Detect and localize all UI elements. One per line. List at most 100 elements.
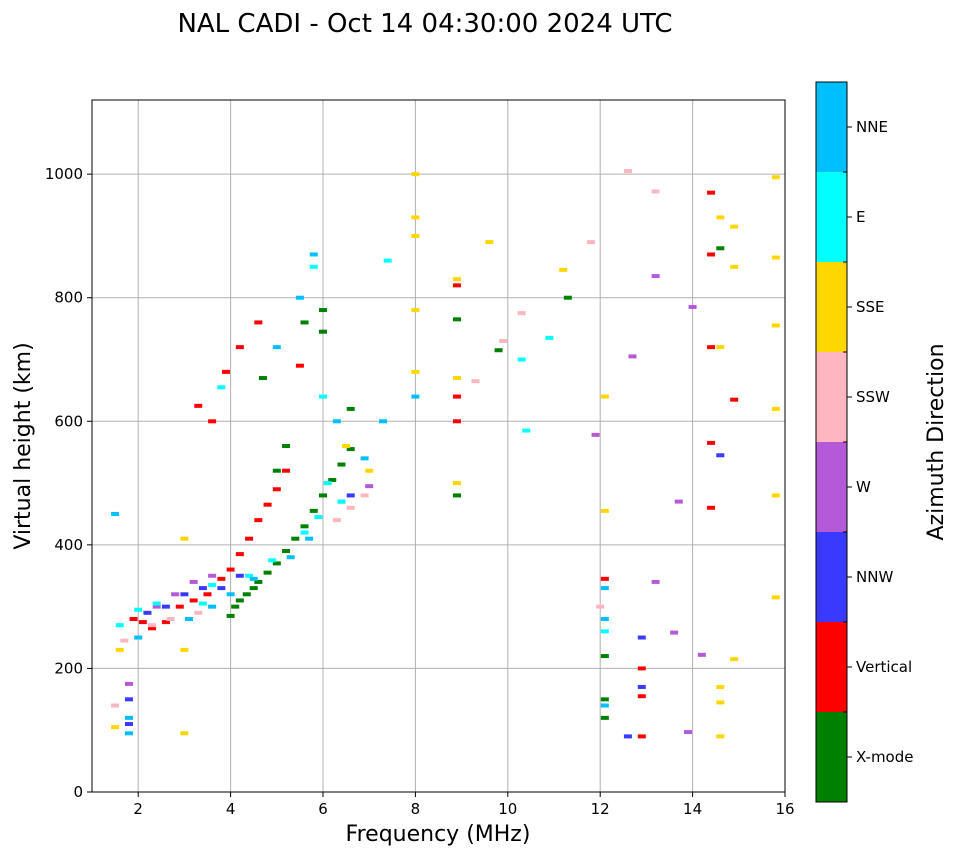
data-point [194,610,203,615]
data-point [143,610,152,615]
data-point [545,335,554,340]
colorbar-tick-label: E [856,208,865,226]
data-point [651,579,660,584]
data-point [249,586,258,591]
data-point [242,592,251,597]
grid [92,100,785,792]
data-point [235,573,244,578]
x-tick-label: 14 [683,800,702,818]
data-point [254,518,263,523]
data-point [452,493,461,498]
data-point [245,536,254,541]
data-point [346,447,355,452]
data-point [152,601,161,606]
x-axis-label: Frequency (MHz) [346,822,531,847]
data-point [185,617,194,621]
data-point [716,684,725,689]
chart-title: NAL CADI - Oct 14 04:30:00 2024 UTC [177,9,672,39]
data-point [180,647,189,652]
series-nne [111,252,609,736]
data-point [235,552,244,557]
x-tick-label: 4 [226,800,236,818]
data-point [231,604,240,609]
data-point [637,684,646,689]
data-point [295,295,304,300]
data-point [452,317,461,322]
data-point [319,329,327,334]
y-tick-label: 800 [54,289,83,307]
data-point [111,725,120,730]
data-point [499,338,508,343]
data-point [452,283,461,288]
data-point [600,508,609,513]
data-point [707,252,716,257]
x-tick-label: 6 [318,800,328,818]
data-point [637,635,646,640]
data-point [716,345,725,350]
data-point [637,694,646,699]
y-tick-label: 400 [54,536,83,554]
data-point [600,697,609,702]
data-point [628,354,637,359]
data-point [365,468,374,473]
colorbar-border [815,81,848,803]
data-point [282,549,291,554]
data-point [198,601,207,606]
data-point [346,493,355,498]
data-point [309,508,318,513]
x-tick-label: 12 [591,800,610,818]
data-point [203,592,212,597]
data-point [129,617,138,621]
data-point [688,304,697,309]
data-point [180,592,189,597]
series-vertical [129,190,739,739]
data-point [651,189,660,194]
colorbar-tick-label: NNW [856,568,893,586]
data-point [282,444,291,448]
data-point [716,700,725,705]
data-point [623,169,632,174]
data-point [452,376,461,381]
data-point [379,419,388,424]
data-point [707,440,716,445]
data-point [258,376,267,381]
data-point [208,583,217,588]
data-point [300,320,309,325]
colorbar-tick-label: NNE [856,118,888,136]
x-axis-ticks: 2 4 6 8 10 12 14 16 [133,792,795,818]
data-point [337,462,346,467]
y-tick-label: 200 [54,659,83,677]
data-point [309,264,318,269]
series-sse [111,172,780,739]
data-point [268,558,277,563]
data-point [286,555,295,560]
data-point [263,570,272,575]
data-point [411,308,420,313]
data-point [226,567,235,572]
colorbar-tick-label: SSW [856,388,890,406]
data-point [138,620,147,625]
data-point [226,592,235,597]
data-point [263,502,272,507]
data-point [319,308,327,313]
data-point [360,456,369,461]
data-point [771,595,780,600]
data-point [208,604,217,609]
y-tick-label: 600 [54,412,83,430]
data-point [319,493,327,498]
data-point [522,428,531,433]
data-point [198,586,207,591]
data-point [771,323,780,328]
data-point [124,697,133,702]
data-point [282,468,291,473]
data-point [651,274,660,279]
data-point [411,233,420,238]
data-point [697,652,706,657]
data-point [254,320,263,325]
data-point [730,264,739,269]
data-point [300,530,309,535]
colorbar-swatch [816,352,847,442]
data-point [411,394,420,399]
data-point [346,406,355,411]
